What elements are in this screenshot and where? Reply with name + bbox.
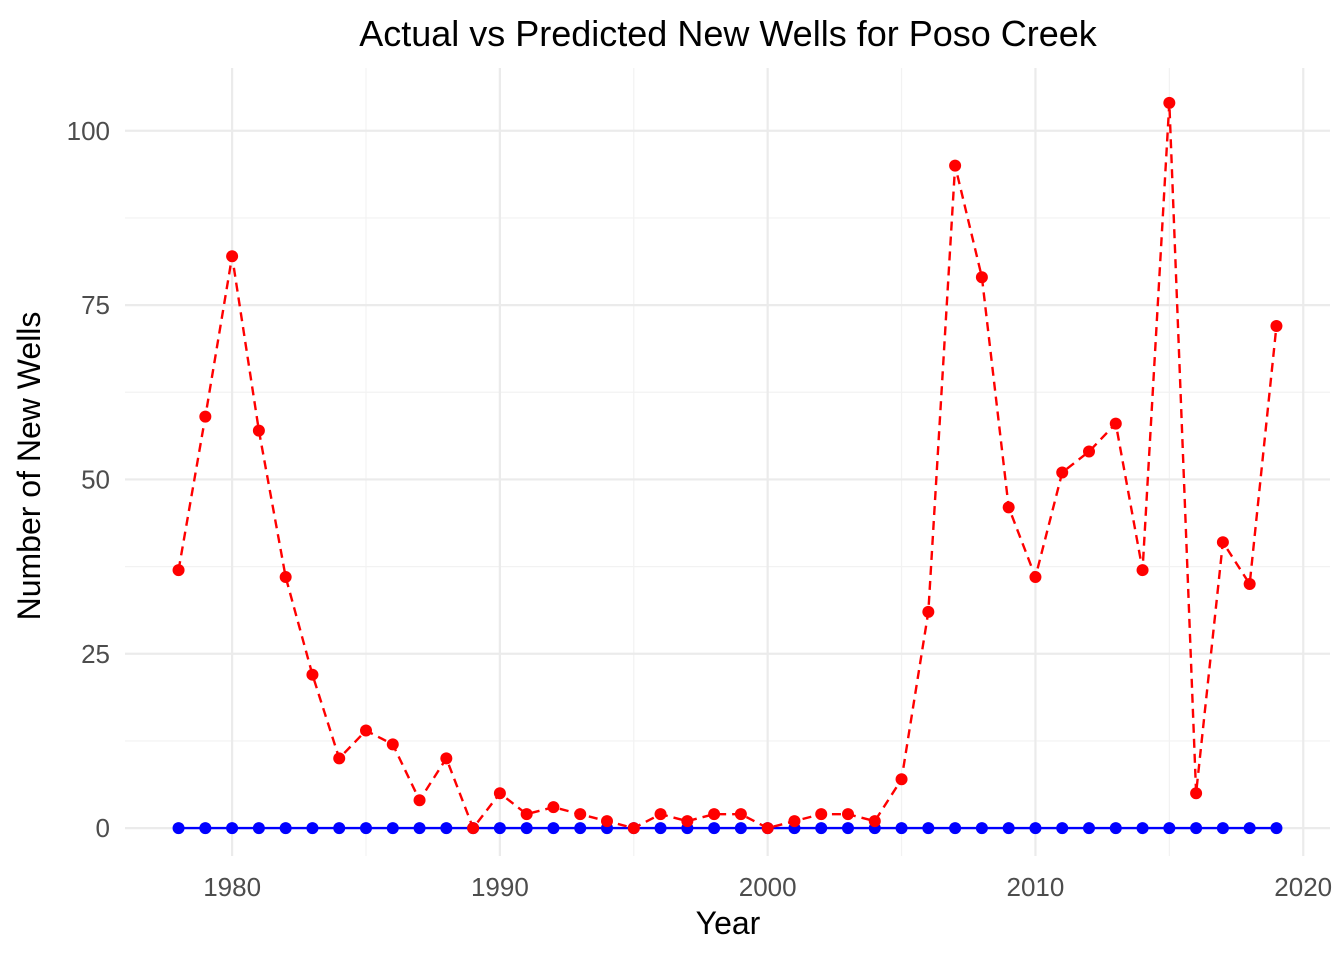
data-point: [199, 410, 212, 423]
data-point: [386, 738, 399, 751]
data-point: [708, 822, 721, 835]
data-point: [842, 822, 854, 835]
data-point: [306, 668, 319, 681]
data-point: [949, 822, 962, 835]
data-point: [1109, 417, 1122, 430]
data-point: [279, 822, 292, 835]
data-point: [306, 822, 319, 835]
data-point: [172, 564, 185, 577]
data-point: [279, 571, 292, 584]
data-point: [333, 752, 346, 765]
y-tick-label: 25: [81, 639, 110, 669]
data-point: [922, 822, 935, 835]
data-point: [1243, 822, 1256, 835]
data-point: [627, 822, 640, 835]
data-point: [574, 822, 587, 835]
data-point: [868, 815, 881, 828]
data-point: [413, 822, 426, 835]
series-dashed-red: [172, 96, 1283, 835]
chart-title: Actual vs Predicted New Wells for Poso C…: [359, 13, 1098, 54]
data-point: [252, 424, 265, 437]
data-point: [440, 822, 453, 835]
series-line: [177, 102, 1278, 831]
data-point: [922, 605, 935, 618]
data-point: [761, 822, 774, 835]
data-point: [654, 808, 667, 821]
data-point: [1029, 822, 1042, 835]
data-point: [1109, 822, 1122, 835]
data-point: [654, 822, 667, 835]
data-point: [493, 787, 506, 800]
data-point: [975, 822, 988, 835]
data-point: [842, 808, 854, 821]
y-tick-label: 75: [81, 290, 110, 320]
data-point: [1056, 466, 1069, 479]
data-point: [734, 822, 747, 835]
data-point: [1216, 536, 1229, 549]
data-point: [788, 815, 801, 828]
data-point: [413, 794, 426, 807]
data-point: [815, 808, 828, 821]
y-tick-label: 50: [81, 464, 110, 494]
data-point: [440, 752, 453, 765]
data-point: [975, 271, 988, 284]
y-tick-label: 100: [67, 116, 110, 146]
data-point: [1136, 822, 1149, 835]
y-tick-label: 0: [96, 813, 110, 843]
data-point: [1163, 822, 1176, 835]
data-point: [949, 159, 962, 172]
data-point: [360, 724, 372, 737]
data-point: [1083, 445, 1095, 458]
data-point: [1136, 564, 1149, 577]
data-point: [520, 808, 533, 821]
data-point: [1270, 822, 1283, 835]
data-point: [172, 822, 185, 835]
data-point: [734, 808, 747, 821]
data-point: [1216, 822, 1229, 835]
x-tick-label: 2000: [739, 872, 797, 902]
data-point: [1190, 822, 1203, 835]
data-point: [895, 773, 908, 786]
data-point: [386, 822, 399, 835]
data-point: [1163, 96, 1176, 109]
data-point: [895, 822, 908, 835]
data-point: [1083, 822, 1095, 835]
data-point: [681, 815, 694, 828]
y-axis-title: Number of New Wells: [11, 312, 47, 621]
data-point: [547, 822, 560, 835]
data-point: [467, 822, 480, 835]
data-point: [252, 822, 265, 835]
x-tick-label: 2020: [1274, 872, 1332, 902]
data-point: [1056, 822, 1069, 835]
data-point: [815, 822, 828, 835]
x-axis-title: Year: [696, 905, 761, 941]
data-point: [574, 808, 587, 821]
data-point: [601, 815, 613, 828]
data-point: [226, 822, 239, 835]
data-point: [226, 250, 239, 263]
x-tick-label: 1990: [471, 872, 529, 902]
data-point: [1243, 578, 1256, 591]
data-point: [1270, 320, 1283, 333]
data-point: [1190, 787, 1203, 800]
series-layer: [172, 96, 1283, 835]
data-point: [520, 822, 533, 835]
data-point: [708, 808, 721, 821]
data-point: [199, 822, 212, 835]
data-point: [547, 801, 560, 814]
data-point: [333, 822, 346, 835]
data-point: [360, 822, 372, 835]
data-point: [1002, 822, 1015, 835]
tick-labels: 1980 1990 2000 2010 2020 0 25 50 75 100: [67, 116, 1333, 902]
data-point: [493, 822, 506, 835]
x-tick-label: 2010: [1007, 872, 1065, 902]
x-tick-label: 1980: [203, 872, 261, 902]
data-point: [1002, 501, 1015, 514]
data-point: [1029, 571, 1042, 584]
